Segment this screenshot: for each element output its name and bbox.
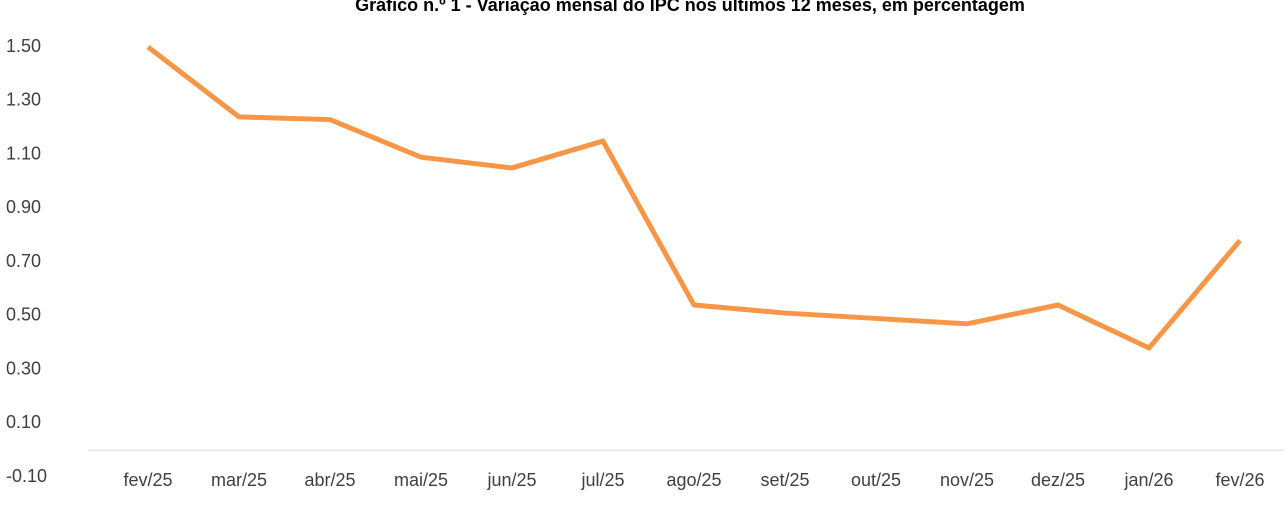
- x-tick-label: ago/25: [666, 470, 721, 490]
- chart-title: Gráfico n.º 1 - Variação mensal do IPC n…: [355, 0, 1025, 15]
- x-tick-label: nov/25: [940, 470, 994, 490]
- x-tick-label: abr/25: [304, 470, 355, 490]
- y-tick-label: 0.70: [6, 251, 41, 271]
- y-tick-label: 0.90: [6, 197, 41, 217]
- y-tick-label: 1.30: [6, 90, 41, 110]
- y-tick-label: 0.50: [6, 305, 41, 325]
- series-line: [146, 45, 1242, 351]
- y-tick-label: 0.30: [6, 358, 41, 378]
- y-tick-label: 1.10: [6, 143, 41, 163]
- x-tick-label: mai/25: [394, 470, 448, 490]
- x-tick-label: dez/25: [1031, 470, 1085, 490]
- x-tick-label: set/25: [760, 470, 809, 490]
- y-tick-label: 0.10: [6, 412, 41, 432]
- x-tick-label: out/25: [851, 470, 901, 490]
- y-tick-label: 1.50: [6, 36, 41, 56]
- x-tick-label: jan/26: [1123, 470, 1173, 490]
- x-tick-label: mar/25: [211, 470, 267, 490]
- x-tick-label: jul/25: [580, 470, 624, 490]
- y-tick-label: -0.10: [6, 466, 47, 486]
- x-tick-label: fev/25: [123, 470, 172, 490]
- x-tick-label: fev/26: [1215, 470, 1264, 490]
- x-tick-label: jun/25: [486, 470, 536, 490]
